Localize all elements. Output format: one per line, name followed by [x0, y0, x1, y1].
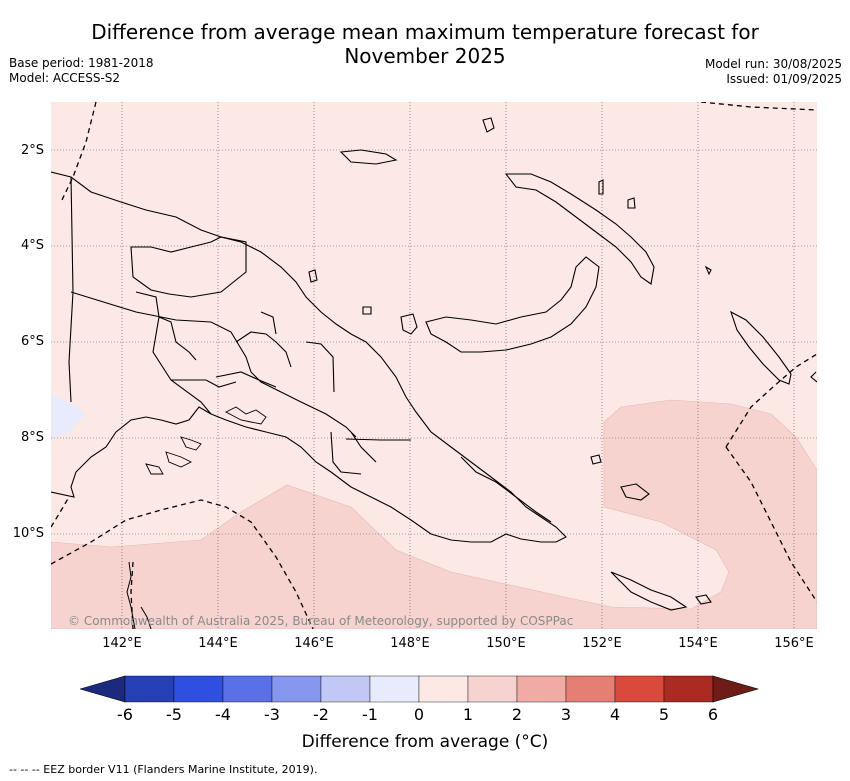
- colorbar-tick-label: 4: [609, 705, 621, 724]
- lat-label-4s: 4°S: [20, 238, 44, 253]
- colorbar-tick-label: 1: [462, 705, 474, 724]
- colorbar-cell: [516, 675, 567, 703]
- colorbar-cell: [271, 675, 322, 703]
- colorbar-tick-label: -2: [313, 705, 329, 724]
- issued-date: Issued: 01/09/2025: [726, 72, 842, 86]
- eez-legend-note: -- -- -- EEZ border V11 (Flanders Marine…: [9, 763, 318, 776]
- lat-label-6s: 6°S: [20, 334, 44, 349]
- lon-label-150e: 150°E: [486, 636, 526, 651]
- lon-label-142e: 142°E: [102, 636, 142, 651]
- title-line-2: November 2025: [344, 44, 506, 68]
- graticule: [51, 102, 817, 629]
- colorbar-cells: [80, 675, 760, 703]
- colorbar-cell: [124, 675, 175, 703]
- colorbar-tick-label: 6: [707, 705, 719, 724]
- colorbar-cell: [173, 675, 224, 703]
- lon-label-146e: 146°E: [294, 636, 334, 651]
- river-delta: [145, 406, 267, 475]
- colorbar-tick-label: -4: [215, 705, 231, 724]
- model-run: Model run: 30/08/2025: [704, 57, 842, 71]
- colorbar-tick-label: 2: [511, 705, 523, 724]
- anomaly-region-0-1: [51, 102, 817, 629]
- colorbar-cell: [222, 675, 273, 703]
- eez-borders: [51, 102, 817, 629]
- lat-label-10s: 10°S: [12, 526, 44, 541]
- colorbar-tick-label: 3: [560, 705, 572, 724]
- colorbar-tick-label: -6: [117, 705, 133, 724]
- anomaly-region-1-2: [51, 399, 817, 629]
- anomaly-region-negative: [51, 394, 86, 440]
- colorbar-cell: [320, 675, 371, 703]
- colorbar-cell: [418, 675, 469, 703]
- colorbar-label: Difference from average (°C): [301, 732, 549, 752]
- meta-left: Base period: 1981-2018 Model: ACCESS-S2: [9, 56, 154, 86]
- australia-coast: [126, 561, 152, 629]
- model-name: Model: ACCESS-S2: [9, 71, 121, 85]
- map-panel: [51, 102, 817, 629]
- lat-label-2s: 2°S: [20, 143, 44, 158]
- lon-label-152e: 152°E: [582, 636, 622, 651]
- colorbar-cell: [369, 675, 420, 703]
- coastlines: [51, 117, 817, 611]
- colorbar-cell: [467, 675, 518, 703]
- lon-label-156e: 156°E: [774, 636, 814, 651]
- colorbar-tick-label: -3: [264, 705, 280, 724]
- base-period: Base period: 1981-2018: [9, 56, 154, 70]
- lat-label-8s: 8°S: [20, 430, 44, 445]
- colorbar-extend-low: [80, 675, 126, 703]
- lon-label-154e: 154°E: [678, 636, 718, 651]
- lon-label-144e: 144°E: [198, 636, 238, 651]
- copyright-credit: © Commonwealth of Australia 2025, Bureau…: [68, 614, 574, 628]
- colorbar-extend-high: [712, 675, 760, 703]
- colorbar-cell: [663, 675, 714, 703]
- colorbar-cell: [565, 675, 616, 703]
- colorbar-tick-label: 5: [658, 705, 670, 724]
- colorbar-tick-label: -5: [166, 705, 182, 724]
- title-line-1: Difference from average mean maximum tem…: [91, 20, 759, 44]
- colorbar-cell: [614, 675, 665, 703]
- map-title: Difference from average mean maximum tem…: [0, 20, 850, 68]
- meta-right: Model run: 30/08/2025 Issued: 01/09/2025: [705, 57, 842, 87]
- colorbar-tick-label: -1: [362, 705, 378, 724]
- colorbar: [80, 675, 760, 703]
- lon-label-148e: 148°E: [390, 636, 430, 651]
- map-svg: [51, 102, 817, 629]
- colorbar-tick-label: 0: [413, 705, 425, 724]
